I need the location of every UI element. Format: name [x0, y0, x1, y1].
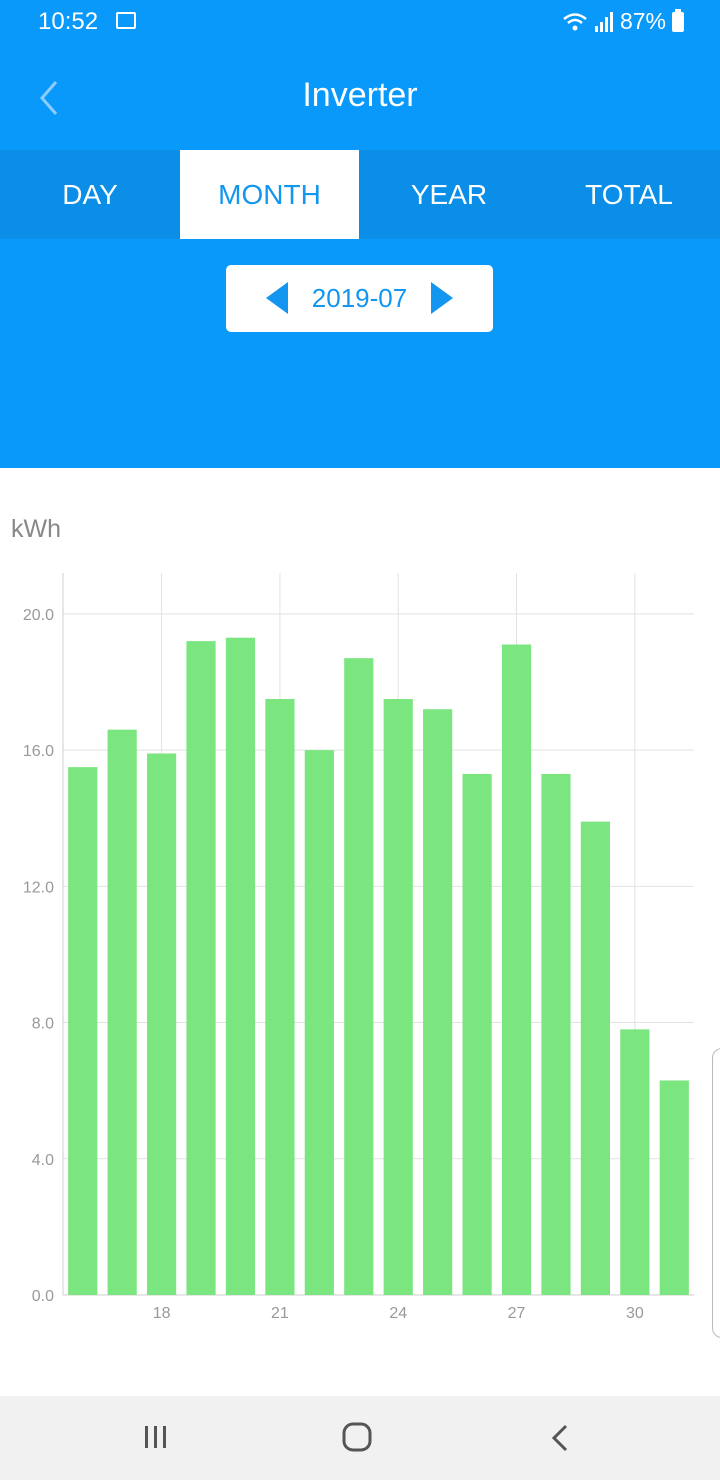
status-right: 87% [562, 8, 684, 35]
bar-day-20 [225, 637, 256, 1295]
image-notification-icon [116, 12, 136, 29]
x-tick-label: 24 [389, 1305, 407, 1322]
bar-day-28 [541, 773, 571, 1295]
bar-day-18 [147, 753, 177, 1295]
tab-year[interactable]: YEAR [410, 178, 488, 210]
x-tick-label: 30 [626, 1305, 644, 1322]
bar-day-30 [620, 1029, 650, 1295]
y-axis-unit: kWh [11, 515, 61, 543]
bar-day-23 [344, 658, 374, 1295]
bar-day-22 [304, 750, 334, 1295]
y-tick-label: 8.0 [32, 1016, 54, 1033]
bar-day-21 [265, 699, 295, 1295]
previous-month-arrow-icon[interactable] [266, 282, 288, 314]
bar-day-29 [580, 821, 610, 1295]
bar-day-31 [659, 1080, 689, 1295]
signal-icon [594, 11, 613, 32]
bar-day-26 [462, 773, 492, 1295]
bar-day-17 [107, 729, 137, 1295]
battery-icon [672, 8, 684, 32]
back-arrow-icon [551, 1424, 568, 1452]
y-tick-label: 12.0 [23, 879, 54, 896]
y-tick-label: 20.0 [23, 607, 54, 624]
home-button[interactable] [328, 1416, 388, 1460]
tab-day[interactable]: DAY [62, 178, 118, 210]
side-scroll-handle[interactable] [712, 1048, 720, 1338]
battery-percent: 87% [619, 8, 666, 34]
x-tick-label: 18 [153, 1305, 171, 1322]
selected-date[interactable]: 2019-07 [311, 283, 408, 313]
date-picker: 2019-07 [226, 265, 493, 332]
next-month-arrow-icon[interactable] [431, 282, 453, 314]
energy-bar-chart: 0.0 4.0 8.0 12.0 16.0 20.0 18 21 24 27 30 [23, 573, 694, 1322]
page-title: Inverter [302, 76, 418, 114]
back-button[interactable] [30, 76, 70, 120]
tab-month[interactable]: MONTH [180, 150, 359, 239]
app-header: 10:52 87% Inverter DAY [0, 0, 720, 468]
y-tick-label: 16.0 [23, 743, 54, 760]
bar-day-19 [186, 641, 216, 1295]
y-tick-label: 0.0 [32, 1288, 54, 1305]
bar-day-27 [501, 644, 532, 1295]
system-nav-bar [0, 1396, 720, 1480]
system-back-button[interactable] [530, 1416, 590, 1460]
bar-day-25 [423, 709, 453, 1295]
period-tabs: DAY MONTH YEAR TOTAL [0, 150, 720, 239]
chevron-left-icon [40, 81, 58, 115]
bar-day-24 [383, 699, 413, 1295]
wifi-icon [563, 12, 587, 30]
y-tick-label: 4.0 [32, 1152, 54, 1169]
title-bar: Inverter [0, 50, 720, 146]
x-tick-label: 21 [271, 1305, 289, 1322]
tab-total[interactable]: TOTAL [585, 178, 673, 210]
status-time: 10:52 [38, 8, 99, 35]
recent-apps-button[interactable] [126, 1416, 186, 1460]
bar-day-16 [68, 767, 98, 1295]
x-tick-label: 27 [508, 1305, 526, 1322]
home-icon [342, 1422, 372, 1452]
status-bar: 10:52 87% [0, 0, 720, 46]
recent-apps-icon [145, 1426, 166, 1448]
